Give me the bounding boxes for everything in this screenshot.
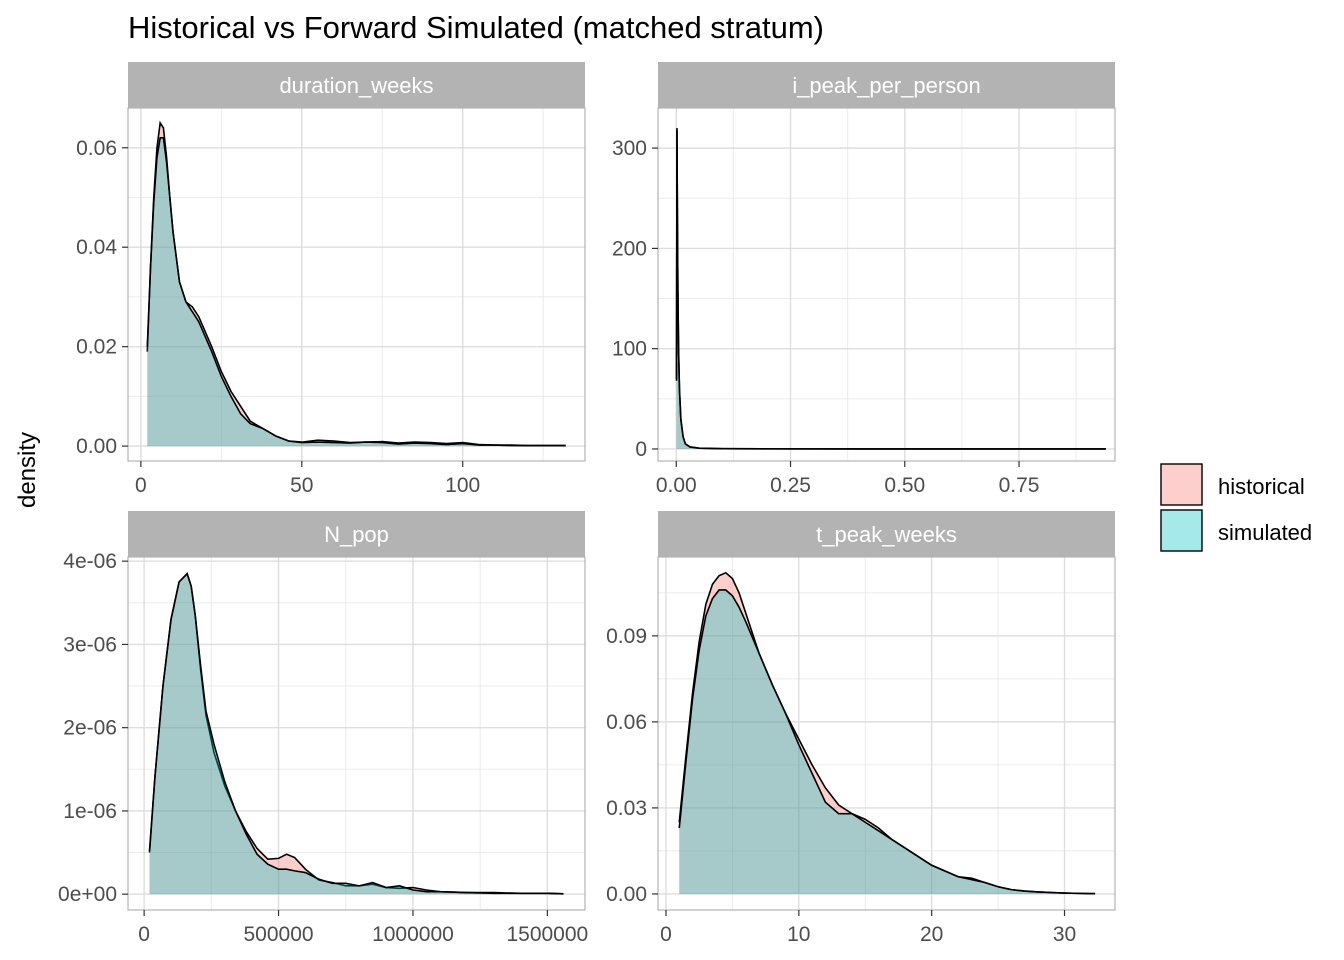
panel-duration-weeks: duration_weeks 0 50 100 0.00 0.02 0.04 0.06 — [76, 62, 586, 497]
facet-strip-label: i_peak_per_person — [792, 73, 980, 98]
density-line-simulated — [148, 572, 564, 895]
x-tick-label: 500000 — [244, 923, 314, 946]
x-tick-label: 0.25 — [770, 474, 811, 497]
x-tick-label: 0.50 — [884, 474, 925, 497]
panel-background — [128, 557, 585, 910]
facet-strip — [128, 62, 585, 108]
facet-strip — [658, 511, 1115, 557]
y-tick-label: 0.04 — [76, 236, 117, 259]
density-area-historical — [147, 122, 566, 447]
x-tick-label: 30 — [1053, 923, 1076, 946]
y-tick-label: 3e-06 — [63, 633, 117, 656]
facet-strip — [658, 62, 1115, 108]
density-area-historical — [149, 573, 564, 895]
legend-label: simulated — [1218, 520, 1312, 545]
density-line-simulated — [675, 130, 1106, 450]
facet-strip — [128, 511, 585, 557]
density-line-simulated — [146, 137, 566, 447]
y-tick-label: 0.03 — [606, 797, 647, 820]
legend: historical simulated — [1160, 463, 1312, 552]
panel-N-pop: N_pop 0 500000 1000000 1500000 0e+00 1e-06 2e-0… — [58, 511, 588, 946]
x-tick-label: 10 — [787, 923, 810, 946]
x-tick-label: 1000000 — [372, 923, 454, 946]
panel-border — [657, 107, 1116, 462]
legend-item-simulated: simulated — [1160, 509, 1312, 552]
density-area-historical — [679, 572, 1096, 894]
y-tick-label: 0.00 — [606, 883, 647, 906]
panel-t-peak-weeks: t_peak_weeks 0 10 20 30 0.00 0.03 0.06 0.09 — [606, 511, 1116, 946]
density-area-simulated — [679, 589, 1096, 894]
x-tick-label: 0.00 — [656, 474, 697, 497]
panel-background — [128, 108, 585, 461]
y-tick-label: 0.06 — [606, 711, 647, 734]
facet-strip-label: t_peak_weeks — [816, 522, 957, 547]
x-tick-label: 50 — [290, 474, 313, 497]
y-tick-label: 0e+00 — [58, 883, 117, 906]
y-tick-label: 2e-06 — [63, 717, 117, 740]
chart-title: Historical vs Forward Simulated (matched… — [128, 10, 824, 45]
panel-border — [127, 107, 586, 462]
y-tick-label: 0.06 — [76, 137, 117, 160]
panel-i-peak-per-person: i_peak_per_person 0.00 0.25 0.50 0.75 0 100 200… — [612, 62, 1116, 497]
x-tick-label: 1500000 — [506, 923, 588, 946]
legend-key-background — [1160, 463, 1203, 506]
y-tick-label: 0.09 — [606, 625, 647, 648]
facet-strip-label: N_pop — [324, 522, 389, 547]
legend-item-historical: historical — [1160, 463, 1305, 506]
density-area-simulated — [147, 137, 566, 447]
y-tick-label: 0.00 — [76, 435, 117, 458]
y-tick-label: 200 — [612, 237, 647, 260]
x-tick-label: 0 — [138, 923, 150, 946]
x-tick-label: 100 — [445, 474, 480, 497]
legend-key-swatch — [1160, 463, 1203, 506]
x-tick-label: 0.75 — [999, 474, 1040, 497]
y-tick-label: 0 — [635, 438, 647, 461]
panel-border — [127, 556, 586, 911]
density-area-simulated — [149, 573, 564, 895]
legend-label: historical — [1218, 474, 1305, 499]
panel-background — [658, 108, 1115, 461]
panel-border — [657, 556, 1116, 911]
y-tick-label: 1e-06 — [63, 800, 117, 823]
x-tick-label: 0 — [135, 474, 147, 497]
legend-key-background — [1160, 509, 1203, 552]
y-tick-label: 4e-06 — [63, 550, 117, 573]
y-tick-label: 300 — [612, 137, 647, 160]
x-tick-label: 0 — [660, 923, 672, 946]
x-tick-label: 20 — [920, 923, 943, 946]
y-tick-label: 100 — [612, 338, 647, 361]
density-line-simulated — [678, 589, 1096, 895]
y-tick-label: 0.02 — [76, 336, 117, 359]
legend-key-swatch — [1160, 509, 1203, 552]
facet-strip-label: duration_weeks — [279, 73, 433, 98]
